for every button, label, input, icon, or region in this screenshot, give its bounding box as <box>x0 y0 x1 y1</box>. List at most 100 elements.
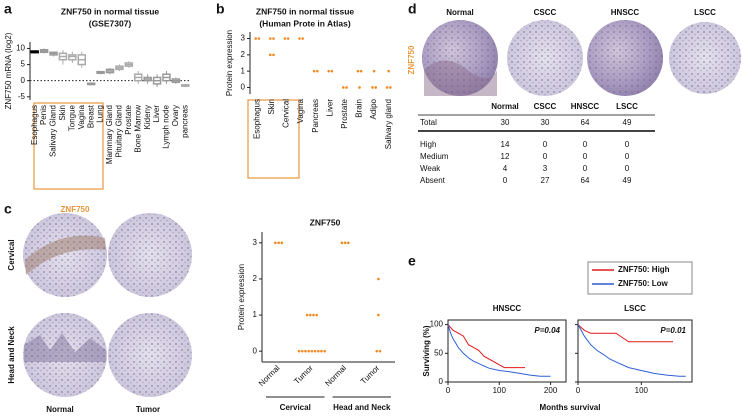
table-cell: 14 <box>501 140 510 149</box>
image-label: LSCC <box>694 8 716 17</box>
y-axis-label: Surviving (%) <box>422 325 431 376</box>
chart-title: ZNF750 <box>310 217 341 227</box>
data-point <box>297 349 301 353</box>
data-point <box>316 349 320 353</box>
data-point <box>312 69 316 73</box>
table-row-label: High <box>420 140 436 149</box>
x-tick-label: Vagina <box>296 98 305 123</box>
row-label: Cervical <box>7 239 16 270</box>
y-tick-label: 0 <box>21 76 26 85</box>
table-cell: 49 <box>623 176 632 185</box>
data-point <box>347 241 350 245</box>
x-tick-label: Adipo <box>369 98 378 119</box>
table-header: HNSCC <box>571 102 600 111</box>
data-point <box>308 313 312 317</box>
tissue-texture <box>23 313 107 397</box>
survival-curve <box>577 324 686 377</box>
data-point <box>372 69 376 73</box>
x-axis-label: Months survival <box>540 403 601 412</box>
y-axis-label: Protein expression <box>237 264 246 330</box>
data-point <box>315 313 318 317</box>
x-tick-label: Tumor <box>359 363 382 386</box>
panel-label: e <box>408 253 416 269</box>
y-tick-label: 10 <box>16 44 25 53</box>
highlight-box <box>33 102 104 190</box>
x-tick-label: Lung <box>96 105 105 123</box>
data-point <box>358 86 361 89</box>
y-axis-label: Protein expression <box>225 30 234 96</box>
data-point <box>283 37 287 40</box>
tissue-texture <box>507 20 583 96</box>
y-tick-label: 50 <box>434 348 443 357</box>
tissue-texture <box>108 213 192 297</box>
table-cell: 64 <box>581 118 590 127</box>
y-tick-label: 100 <box>430 320 444 329</box>
y-tick-label: 1 <box>253 310 258 319</box>
data-point <box>377 277 380 281</box>
data-point <box>280 241 284 245</box>
x-tick-label: Pituitary Gland <box>115 105 124 157</box>
x-tick-label: Brain <box>355 99 364 118</box>
image-label: Normal <box>446 8 474 17</box>
x-tick-label: 0 <box>446 386 451 395</box>
chart-title: ZNF750 in normal tissue <box>256 6 355 16</box>
x-tick-label: Tumor <box>292 363 315 386</box>
x-tick-label: Salivary Gland <box>49 105 58 157</box>
legend-label: ZNF750: High <box>618 265 670 274</box>
group-label: Cervical <box>280 403 311 412</box>
data-point <box>310 349 314 353</box>
chart-title: LSCC <box>624 304 646 313</box>
x-tick-label: Normal <box>257 363 282 388</box>
panel-label: d <box>408 1 417 17</box>
data-point <box>377 313 380 317</box>
data-point <box>286 37 290 40</box>
y-tick-label: 0 <box>253 346 258 355</box>
x-tick-label: Esophagus <box>30 105 39 145</box>
x-tick-label: Bone Marrow <box>133 105 142 153</box>
legend-label: ZNF750: Low <box>618 279 669 288</box>
table-cell: 27 <box>541 176 550 185</box>
tissue-texture <box>669 22 741 94</box>
data-point <box>257 37 261 40</box>
data-point <box>300 349 304 353</box>
data-point <box>374 86 378 89</box>
data-point <box>316 69 319 73</box>
survival-curve <box>577 324 673 343</box>
data-point <box>313 349 317 353</box>
table-cell: 0 <box>625 164 630 173</box>
x-tick-label: 200 <box>544 386 558 395</box>
table-header: Normal <box>491 102 519 111</box>
x-tick-label: Pancreas <box>311 99 320 133</box>
x-tick-label: Skin <box>267 99 276 115</box>
table-row-label: Absent <box>420 176 446 185</box>
box <box>68 54 77 61</box>
chart-title: HNSCC <box>493 304 522 313</box>
chart-subtitle: (GSE7307) <box>89 18 132 28</box>
table-cell: 0 <box>503 176 508 185</box>
y-tick-label: 1 <box>241 66 246 75</box>
legend-box <box>587 261 693 295</box>
x-tick-label: Liver <box>152 105 161 123</box>
data-point <box>269 37 272 40</box>
tissue-texture <box>422 20 498 96</box>
panel-label: a <box>4 1 12 17</box>
data-point <box>389 86 392 89</box>
table-cell: 4 <box>503 164 508 173</box>
x-tick-label: Cervical <box>282 99 291 128</box>
data-point <box>342 86 345 89</box>
x-tick-label: Skin <box>58 105 67 121</box>
x-tick-label: 0 <box>576 386 581 395</box>
y-tick-label: 2 <box>253 274 258 283</box>
table-cell: 0 <box>625 152 630 161</box>
data-point <box>269 53 272 57</box>
data-point <box>330 69 334 73</box>
table-cell: 0 <box>543 152 548 161</box>
x-tick-label: Vagina <box>77 104 86 129</box>
table-cell: 0 <box>625 140 630 149</box>
image-label: HNSCC <box>611 8 640 17</box>
x-tick-label: Penis <box>39 105 48 125</box>
annotation: P=0.04 <box>534 326 560 335</box>
table-row-label: Medium <box>420 152 449 161</box>
